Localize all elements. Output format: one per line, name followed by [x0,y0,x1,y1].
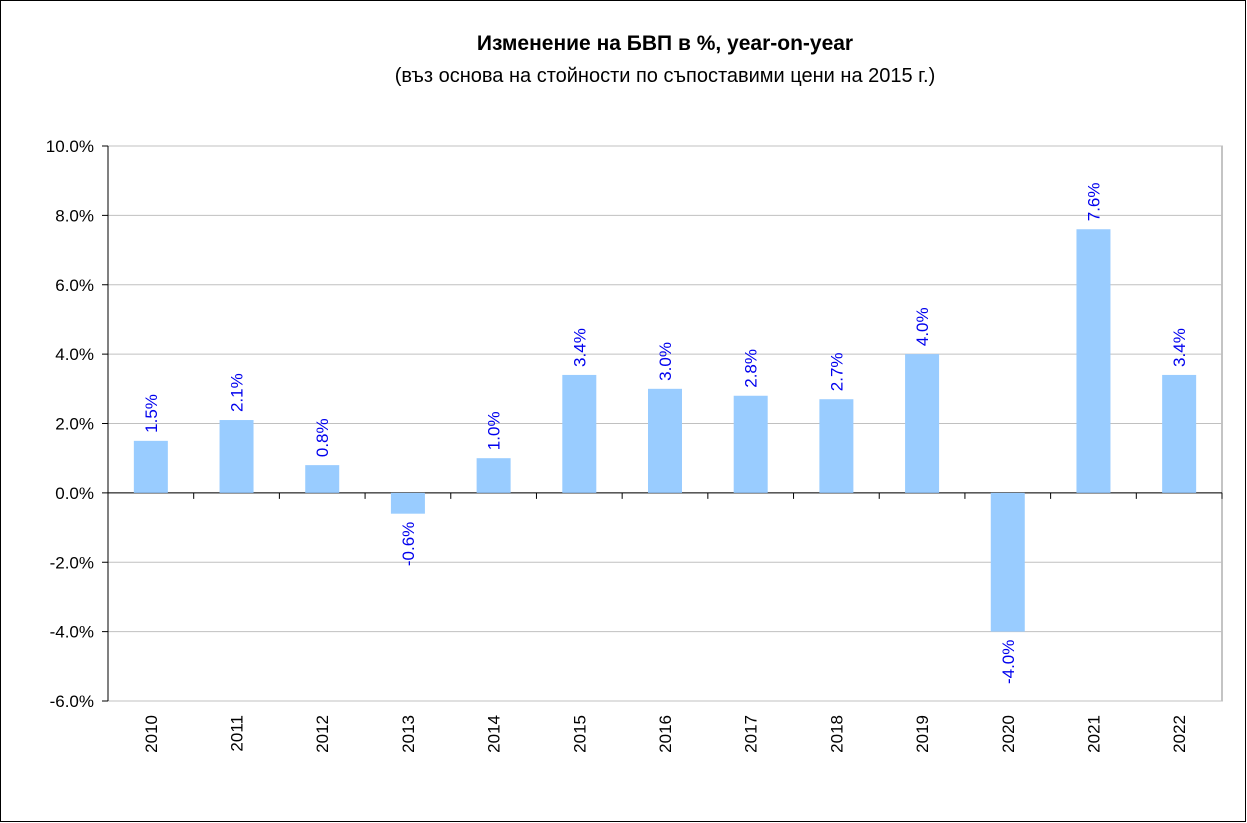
y-tick-label: -4.0% [50,623,94,642]
x-tick-label: 2011 [228,715,247,752]
y-tick-label: 0.0% [55,484,94,503]
y-tick-label: 10.0% [46,137,94,156]
bar [1076,229,1111,493]
bar [476,458,511,493]
y-tick-label: -2.0% [50,553,94,572]
value-label: 2.8% [742,349,761,388]
value-label: 0.8% [313,418,332,457]
x-tick-label: 2018 [827,715,846,753]
value-label: -4.0% [999,640,1018,684]
bar [562,374,597,493]
x-tick-label: 2020 [999,715,1018,753]
y-tick-label: 6.0% [55,276,94,295]
bar [819,399,854,493]
x-tick-label: 2015 [570,715,589,753]
bar [305,465,340,493]
y-tick-label: -6.0% [50,692,94,711]
bar [905,354,940,493]
bar [733,395,768,493]
bar [990,492,1025,632]
x-tick-label: 2017 [742,715,761,753]
value-label: 2.7% [827,352,846,391]
bar [648,388,682,493]
value-label: 3.4% [1170,328,1189,367]
x-tick-label: 2019 [913,715,932,753]
x-tick-label: 2016 [656,715,675,753]
value-label: 3.4% [570,328,589,367]
value-label: -0.6% [399,522,418,566]
bar [219,420,254,493]
x-tick-label: 2021 [1084,715,1103,753]
y-tick-label: 8.0% [55,206,94,225]
y-tick-label: 4.0% [55,345,94,364]
x-tick-label: 2014 [485,715,504,753]
x-tick-label: 2022 [1170,715,1189,753]
bar [133,440,168,493]
bar [1162,374,1197,493]
value-label: 7.6% [1084,183,1103,222]
value-label: 4.0% [913,307,932,346]
value-label: 1.5% [142,394,161,433]
value-label: 1.0% [485,411,504,450]
chart-title: Изменение на БВП в %, year-on-year [477,32,853,55]
y-tick-label: 2.0% [55,415,94,434]
x-tick-label: 2013 [399,715,418,753]
value-label: 2.1% [228,373,247,412]
x-tick-label: 2010 [142,715,161,753]
bar [390,492,425,514]
x-tick-label: 2012 [313,715,332,753]
chart-subtitle: (въз основа на стойности по съпоставими … [395,65,936,87]
value-label: 3.0% [656,342,675,381]
